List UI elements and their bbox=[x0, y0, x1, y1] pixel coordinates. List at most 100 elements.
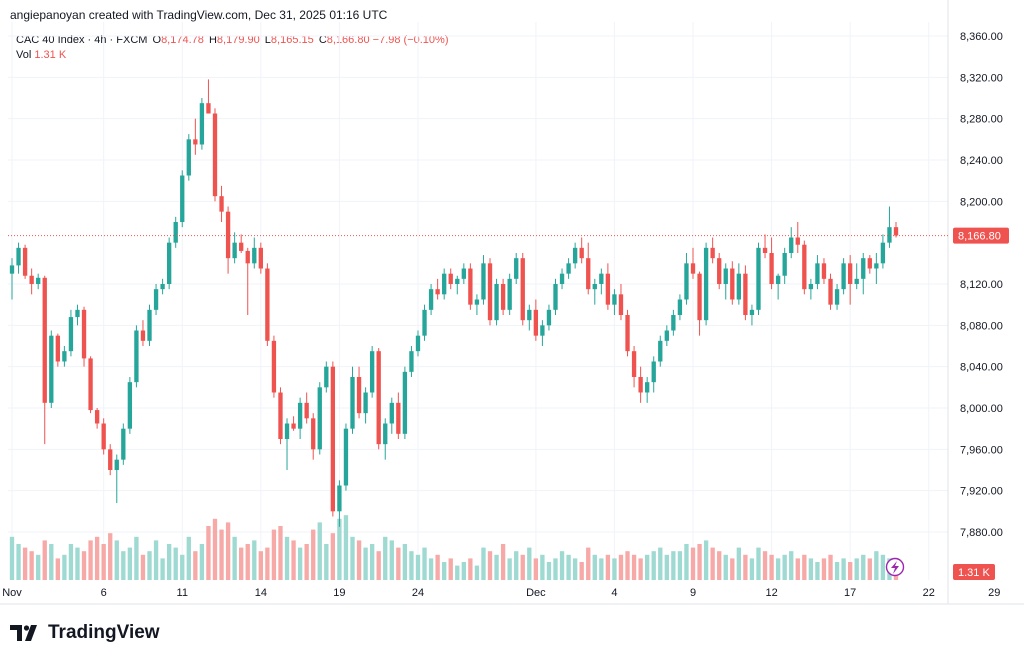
volume-bar bbox=[723, 554, 728, 580]
candle-body bbox=[717, 258, 722, 284]
candle-body bbox=[140, 330, 146, 341]
volume-bar bbox=[435, 554, 440, 580]
volume-bar bbox=[88, 540, 93, 580]
volume-badge bbox=[953, 564, 995, 580]
candle-body bbox=[736, 273, 742, 300]
candle-body bbox=[337, 485, 342, 512]
volume-bar bbox=[586, 547, 591, 580]
candle-body bbox=[108, 449, 113, 470]
volume-bar bbox=[337, 518, 342, 580]
time-tick-label: Dec bbox=[526, 587, 546, 599]
candle-body bbox=[756, 247, 761, 310]
candle-body bbox=[566, 263, 571, 274]
volume-bar bbox=[795, 558, 800, 580]
volume-bar bbox=[166, 544, 172, 580]
candle-body bbox=[265, 268, 270, 341]
tradingview-brand[interactable]: TradingView bbox=[10, 622, 160, 644]
volume-bar bbox=[841, 558, 846, 580]
volume-bar bbox=[232, 536, 237, 580]
candle-body bbox=[29, 275, 34, 284]
volume-bar bbox=[219, 529, 224, 580]
candle-body bbox=[677, 299, 683, 315]
volume-bar bbox=[199, 544, 205, 580]
volume-bar bbox=[664, 554, 669, 580]
candle-body bbox=[343, 428, 349, 486]
candle-body bbox=[749, 309, 755, 315]
candle-body bbox=[330, 366, 336, 512]
volume-bar bbox=[500, 544, 506, 580]
price-tick-label: 8,080.00 bbox=[960, 320, 1003, 332]
legend-c-value: 8,166.80 bbox=[326, 34, 370, 46]
candle-body bbox=[278, 392, 283, 439]
volume-bar bbox=[68, 544, 74, 580]
legend-h-label: H bbox=[208, 34, 217, 46]
candle-body bbox=[461, 268, 466, 279]
candle-body bbox=[55, 335, 60, 362]
volume-bar bbox=[121, 551, 126, 580]
candle-body bbox=[350, 377, 355, 429]
lightning-bolt-icon bbox=[891, 561, 899, 574]
time-tick-label: 14 bbox=[255, 587, 267, 599]
volume-bar bbox=[127, 547, 133, 580]
volume-bar bbox=[710, 547, 715, 580]
candle-body bbox=[553, 284, 558, 310]
candle-body bbox=[304, 402, 309, 419]
volume-bar bbox=[415, 554, 421, 580]
candle-body bbox=[880, 242, 886, 264]
volume-bar bbox=[775, 558, 781, 580]
candle-body bbox=[828, 278, 833, 305]
volume-bar bbox=[324, 544, 329, 580]
candle-body bbox=[579, 247, 584, 259]
price-tick-label: 7,960.00 bbox=[960, 444, 1003, 456]
volume-bar bbox=[193, 551, 198, 580]
candle-body bbox=[782, 253, 787, 276]
price-tick-label: 8,200.00 bbox=[960, 196, 1003, 208]
volume-bar bbox=[369, 544, 375, 580]
volume-bar bbox=[376, 551, 381, 580]
volume-bar bbox=[658, 547, 663, 580]
volume-bar bbox=[389, 540, 394, 580]
volume-bar bbox=[173, 547, 178, 580]
chart-legend: CAC 40 Index · 4h · FXCM O8,174.78 H8,17… bbox=[16, 33, 449, 63]
attribution-header: angiepanoyan created with TradingView.co… bbox=[10, 8, 388, 22]
volume-bar bbox=[828, 554, 833, 580]
candle-body bbox=[671, 315, 676, 331]
volume-bar bbox=[350, 536, 355, 580]
candle-body bbox=[703, 247, 709, 321]
candle-body bbox=[101, 423, 106, 450]
candle-body bbox=[887, 227, 892, 243]
volume-bar bbox=[834, 562, 840, 580]
candle-body bbox=[369, 351, 375, 393]
legend-o-label: O bbox=[152, 34, 162, 46]
candle-body bbox=[199, 103, 205, 145]
candle-body bbox=[474, 299, 480, 305]
volume-bar bbox=[284, 536, 290, 580]
candle-body bbox=[762, 247, 768, 253]
candle-body bbox=[448, 273, 453, 284]
time-tick-label: 24 bbox=[412, 587, 424, 599]
volume-bar bbox=[186, 536, 191, 580]
volume-bar bbox=[258, 551, 263, 580]
legend-symbol[interactable]: CAC 40 Index · 4h · FXCM bbox=[16, 34, 148, 46]
volume-bar bbox=[612, 558, 617, 580]
candle-body bbox=[173, 222, 178, 243]
price-tick-label: 8,240.00 bbox=[960, 155, 1003, 167]
volume-bar bbox=[690, 547, 696, 580]
candle-body bbox=[284, 423, 290, 439]
candle-body bbox=[252, 247, 257, 264]
price-tick-label: 8,040.00 bbox=[960, 362, 1003, 374]
candle-body bbox=[396, 402, 401, 434]
volume-bar bbox=[55, 558, 60, 580]
candle-body bbox=[730, 268, 735, 300]
volume-bar bbox=[762, 551, 768, 580]
volume-bar bbox=[756, 547, 761, 580]
volume-bar bbox=[697, 544, 702, 580]
time-tick-label: 29 bbox=[988, 587, 1000, 599]
volume-bar bbox=[566, 554, 571, 580]
volume-bar bbox=[94, 536, 100, 580]
volume-bar bbox=[553, 558, 558, 580]
volume-bar bbox=[743, 554, 748, 580]
volume-bar bbox=[782, 554, 787, 580]
volume-bar bbox=[579, 562, 584, 580]
